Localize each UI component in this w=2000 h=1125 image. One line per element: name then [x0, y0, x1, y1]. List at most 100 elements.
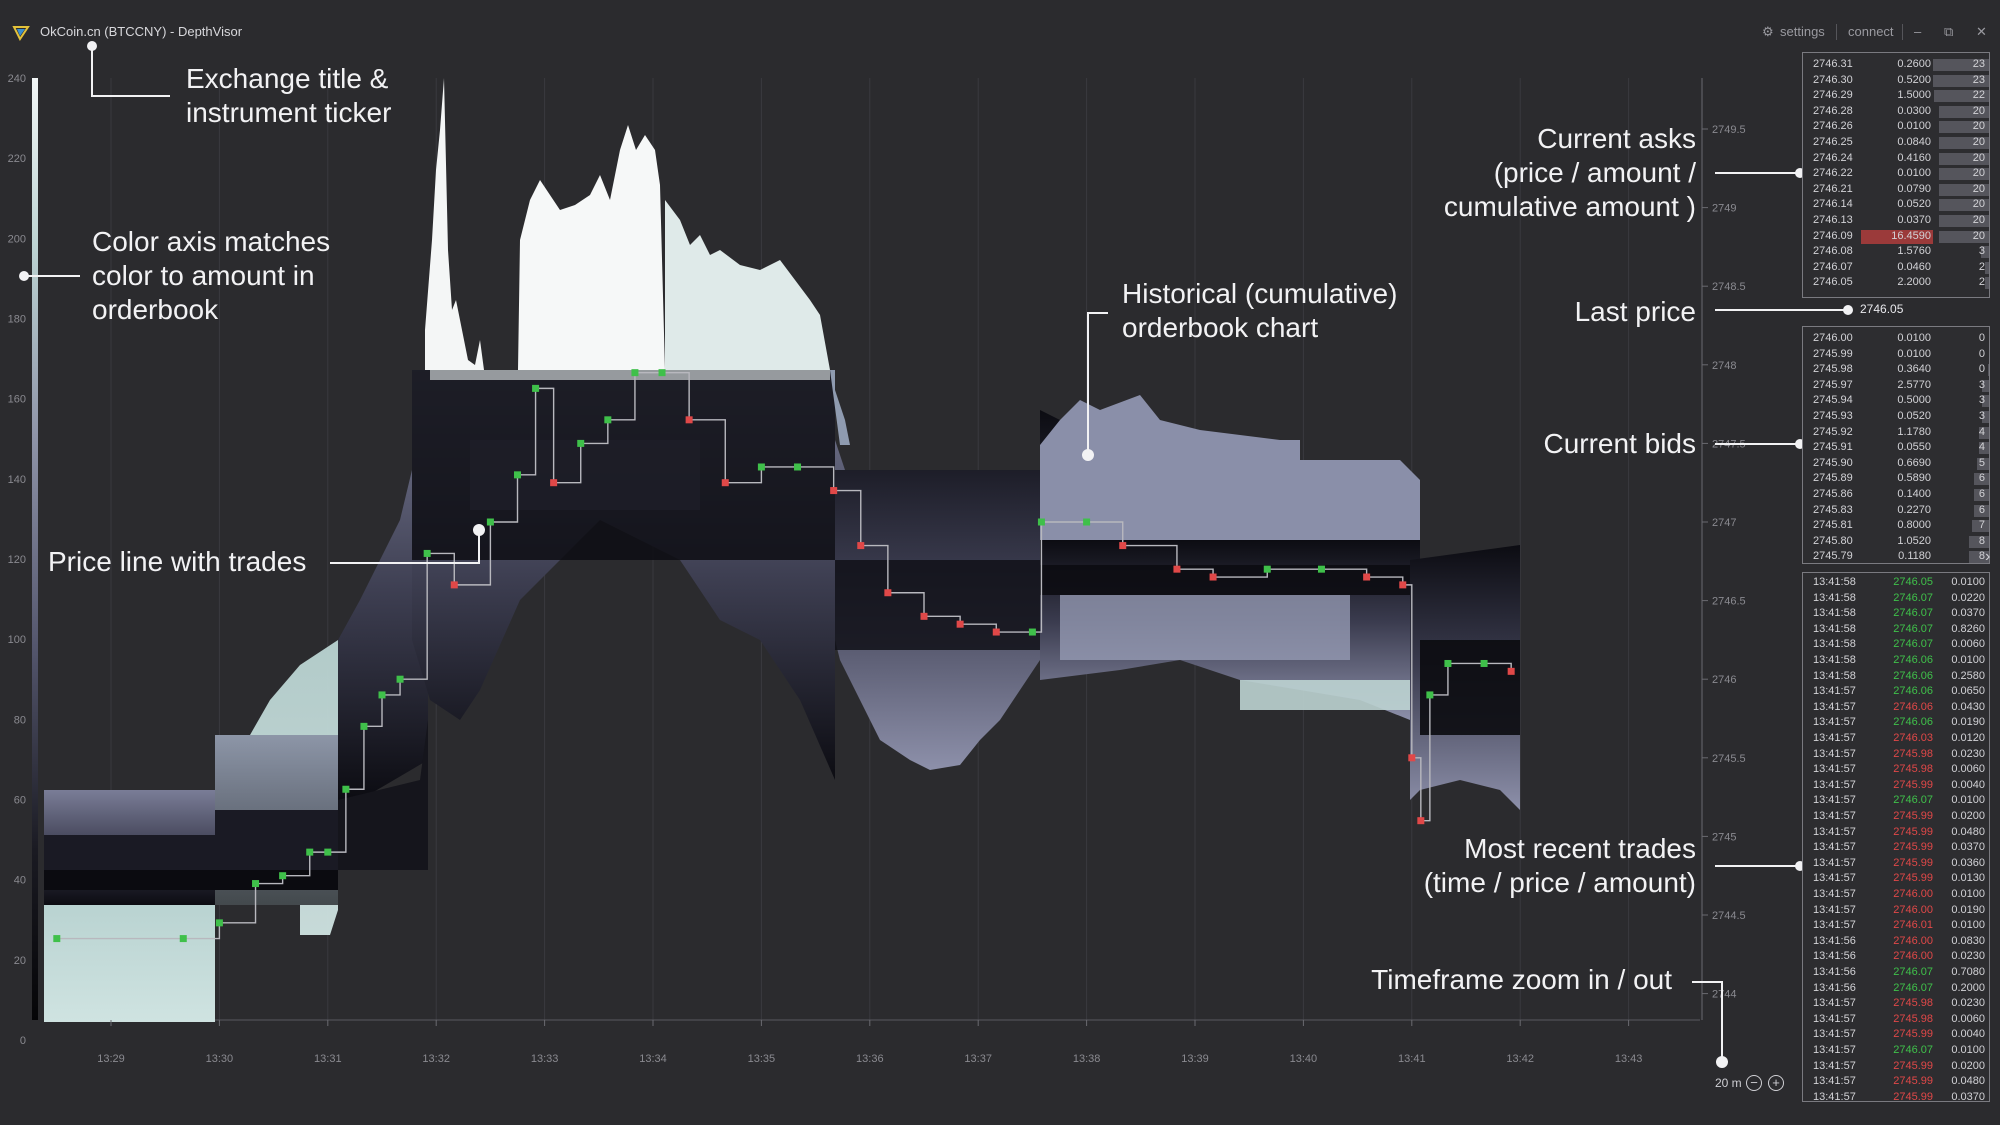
annotation-line: Price line with trades [48, 546, 307, 577]
order-cumulative: 20 [1972, 198, 1985, 211]
close-button[interactable]: ✕ [1976, 24, 1987, 39]
trade-amount: 0.0100 [1951, 1044, 1985, 1056]
ask-row: 2746.29 1.5000 22 [1803, 88, 1989, 104]
buy-trade-marker [342, 785, 350, 793]
order-amount: 0.0370 [1897, 214, 1931, 226]
trade-price: 2746.07 [1893, 981, 1933, 994]
sell-trade-marker [1363, 573, 1371, 581]
trade-price: 2746.00 [1893, 888, 1933, 900]
order-cumulative: 3 [1978, 245, 1985, 258]
trade-amount: 0.7080 [1951, 966, 1985, 978]
trade-row: 13:41:57 2746.06 0.0190 [1803, 715, 1989, 731]
order-cumulative: 23 [1972, 73, 1985, 86]
order-cumulative: 20 [1972, 214, 1985, 226]
order-price: 2746.14 [1813, 198, 1853, 211]
asks-panel[interactable]: 2746.31 0.2600 23 2746.30 0.5200 23 2746.29 1.5… [1802, 52, 1990, 298]
order-cumulative: 20 [1972, 104, 1985, 117]
bids-panel[interactable]: 2746.00 0.0100 0 2745.99 0.0100 0 2745.98 0.364… [1802, 326, 1990, 564]
gear-icon[interactable]: ⚙ [1762, 24, 1774, 39]
trade-row: 13:41:57 2746.07 0.0100 [1803, 1043, 1989, 1059]
trade-time: 13:41:57 [1813, 747, 1856, 760]
trade-price: 2746.06 [1893, 716, 1933, 729]
cumulative-amount-bar [1939, 105, 1989, 118]
order-amount: 1.5000 [1897, 89, 1931, 102]
minimize-button[interactable]: – [1914, 24, 1922, 39]
connect-button[interactable]: connect [1848, 24, 1894, 39]
price-tick-label: 2747 [1712, 517, 1736, 529]
trade-row: 13:41:58 2746.07 0.0370 [1803, 606, 1989, 622]
zoom-out-button[interactable]: − [1746, 1075, 1762, 1091]
trade-row: 13:41:58 2746.05 0.0100 [1803, 575, 1989, 591]
cumulative-amount-bar [1939, 152, 1989, 165]
trade-price: 2746.06 [1893, 700, 1933, 713]
trade-price: 2746.07 [1893, 638, 1933, 651]
time-tick-label: 13:36 [856, 1053, 884, 1065]
trade-time: 13:41:57 [1813, 763, 1856, 776]
restore-button[interactable]: ⧉ [1944, 24, 1954, 39]
trades-panel[interactable]: 13:41:58 2746.05 0.0100 13:41:58 2746.07 0.02… [1802, 572, 1990, 1102]
trade-row: 13:41:57 2745.98 0.0060 [1803, 1012, 1989, 1028]
cumulative-amount-bar [1974, 473, 1989, 486]
cumulative-amount-bar [1933, 74, 1989, 87]
order-price: 2745.93 [1813, 410, 1853, 422]
trade-amount: 0.0360 [1951, 856, 1985, 869]
trade-price: 2746.05 [1893, 576, 1933, 588]
time-tick-label: 13:35 [748, 1053, 776, 1065]
order-price: 2746.21 [1813, 182, 1853, 195]
trade-row: 13:41:57 2745.99 0.0130 [1803, 871, 1989, 887]
trade-price: 2745.99 [1893, 778, 1933, 791]
trade-time: 13:41:56 [1813, 934, 1856, 947]
cumulative-amount-bar [1939, 137, 1989, 149]
sell-trade-marker [884, 589, 892, 597]
trade-time: 13:41:58 [1813, 591, 1856, 604]
trade-price: 2745.99 [1893, 1090, 1933, 1102]
cumulative-amount-bar [1988, 364, 1989, 377]
trade-row: 13:41:57 2745.99 0.0480 [1803, 825, 1989, 841]
annotation-line: cumulative amount ) [1443, 191, 1696, 222]
buy-trade-marker [215, 919, 223, 927]
cumulative-amount-bar [1974, 504, 1989, 517]
sell-trade-marker [1173, 565, 1181, 573]
buy-trade-marker [360, 722, 368, 730]
order-price: 2745.99 [1813, 347, 1853, 360]
chevron-right-icon[interactable]: › [1985, 548, 1991, 565]
price-tick-label: 2745.5 [1712, 753, 1746, 765]
color-axis-tick: 220 [8, 153, 26, 165]
zoom-in-button[interactable]: + [1768, 1075, 1784, 1091]
order-price: 2745.89 [1813, 472, 1853, 485]
time-tick-label: 13:39 [1181, 1053, 1209, 1065]
trade-time: 13:41:58 [1813, 607, 1856, 620]
ask-row: 2746.22 0.0100 20 [1803, 166, 1989, 182]
buy-trade-marker [53, 935, 61, 943]
cumulative-amount-bar [1939, 168, 1989, 181]
trade-amount: 0.0430 [1951, 700, 1985, 713]
bid-row: 2745.89 0.5890 6 [1803, 471, 1989, 487]
sell-trade-marker [920, 612, 928, 620]
trade-amount: 0.0370 [1951, 1090, 1985, 1102]
trade-time: 13:41:57 [1813, 997, 1856, 1010]
order-price: 2745.92 [1813, 425, 1853, 438]
color-axis-tick: 160 [8, 394, 26, 406]
sell-trade-marker [1119, 542, 1127, 550]
sell-trade-marker [450, 581, 458, 589]
order-price: 2746.13 [1813, 214, 1853, 226]
order-price: 2746.25 [1813, 136, 1853, 148]
annotation-line: Exchange title & [186, 63, 389, 94]
buy-trade-marker [179, 935, 187, 943]
buy-trade-marker [757, 463, 765, 471]
trade-row: 13:41:57 2745.99 0.0040 [1803, 1027, 1989, 1043]
cumulative-amount-bar [1939, 230, 1989, 243]
sell-trade-marker [1408, 754, 1416, 762]
buy-trade-marker [1426, 691, 1434, 699]
trade-amount: 0.0190 [1951, 716, 1985, 729]
ask-row: 2746.21 0.0790 20 [1803, 182, 1989, 198]
time-tick-label: 13:41 [1398, 1053, 1426, 1065]
time-tick-label: 13:38 [1073, 1053, 1101, 1065]
annotation-color-axis: Color axis matches color to amount in or… [92, 225, 330, 327]
annotation-line: Current bids [1543, 428, 1696, 459]
trade-price: 2745.99 [1893, 872, 1933, 885]
ask-row: 2746.30 0.5200 23 [1803, 73, 1989, 89]
time-tick-label: 13:42 [1506, 1053, 1534, 1065]
settings-button[interactable]: settings [1780, 24, 1825, 39]
